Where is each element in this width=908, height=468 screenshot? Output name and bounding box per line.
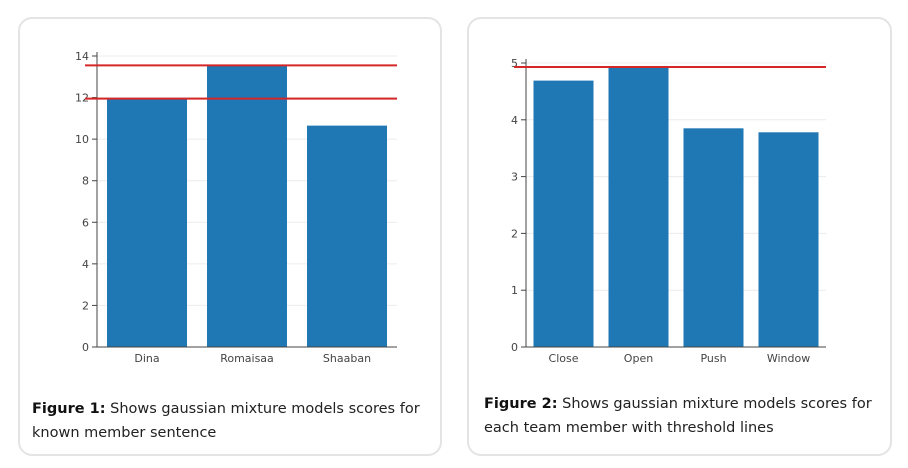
figure-2-y-tick-label: 5 — [511, 57, 518, 70]
figure-1-bar-dina — [107, 98, 187, 347]
figure-2-caption-label: Figure 2: — [484, 396, 558, 412]
figure-2-chart: 0 1 2 3 4 5 Close Open Push Window — [511, 57, 826, 365]
figure-1-x-tick-label: Dina — [134, 352, 159, 365]
figure-1-caption-text: Shows gaussian mixture models scores for… — [32, 401, 420, 441]
figure-2-y-tick-label: 1 — [511, 284, 518, 297]
figure-1-y-tick-label: 8 — [82, 175, 89, 188]
figure-1-x-tick-label: Romaisaa — [220, 352, 274, 365]
figure-2-caption: Figure 2: Shows gaussian mixture models … — [484, 392, 879, 440]
figure-1-chart: 0 2 4 6 8 10 12 14 Dina Romaisaa Shaaban — [75, 50, 397, 365]
figure-2-y-tick-label: 4 — [511, 114, 518, 127]
figure-1-card: 0 2 4 6 8 10 12 14 Dina Romaisaa Shaaban Figure 1:… — [18, 17, 442, 456]
figure-2-caption-text: Shows gaussian mixture models scores for… — [484, 396, 872, 436]
figure-1-bar-shaaban — [307, 125, 387, 347]
figure-2-card: 0 1 2 3 4 5 Close Open Push Window Figure 2: Show… — [467, 17, 892, 456]
figure-2-bar-window — [758, 132, 819, 347]
figure-1-bar-romaisaa — [207, 65, 287, 347]
figure-2-x-tick-label: Window — [767, 352, 810, 365]
figure-2-bar-close — [533, 80, 594, 347]
figure-1-caption: Figure 1: Shows gaussian mixture models … — [32, 397, 427, 445]
figure-1-y-tick-label: 6 — [82, 216, 89, 229]
figure-1-y-tick-label: 0 — [82, 341, 89, 354]
figure-1-y-tick-label: 4 — [82, 258, 89, 271]
figure-1-y-tick-label: 10 — [75, 133, 89, 146]
figure-2-x-tick-label: Close — [549, 352, 579, 365]
figure-2-y-tick-label: 2 — [511, 227, 518, 240]
figure-1-x-tick-label: Shaaban — [323, 352, 371, 365]
figure-1-y-tick-label: 12 — [75, 92, 89, 105]
figure-1-caption-label: Figure 1: — [32, 401, 106, 417]
figure-2-bar-open — [608, 66, 669, 347]
figure-2-bar-push — [683, 128, 744, 347]
figure-2-x-tick-label: Push — [700, 352, 726, 365]
figure-2-y-tick-label: 0 — [511, 341, 518, 354]
figure-1-y-tick-label: 2 — [82, 299, 89, 312]
figure-2-y-tick-label: 3 — [511, 171, 518, 184]
figure-2-x-tick-label: Open — [624, 352, 653, 365]
figure-1-y-tick-label: 14 — [75, 50, 89, 63]
